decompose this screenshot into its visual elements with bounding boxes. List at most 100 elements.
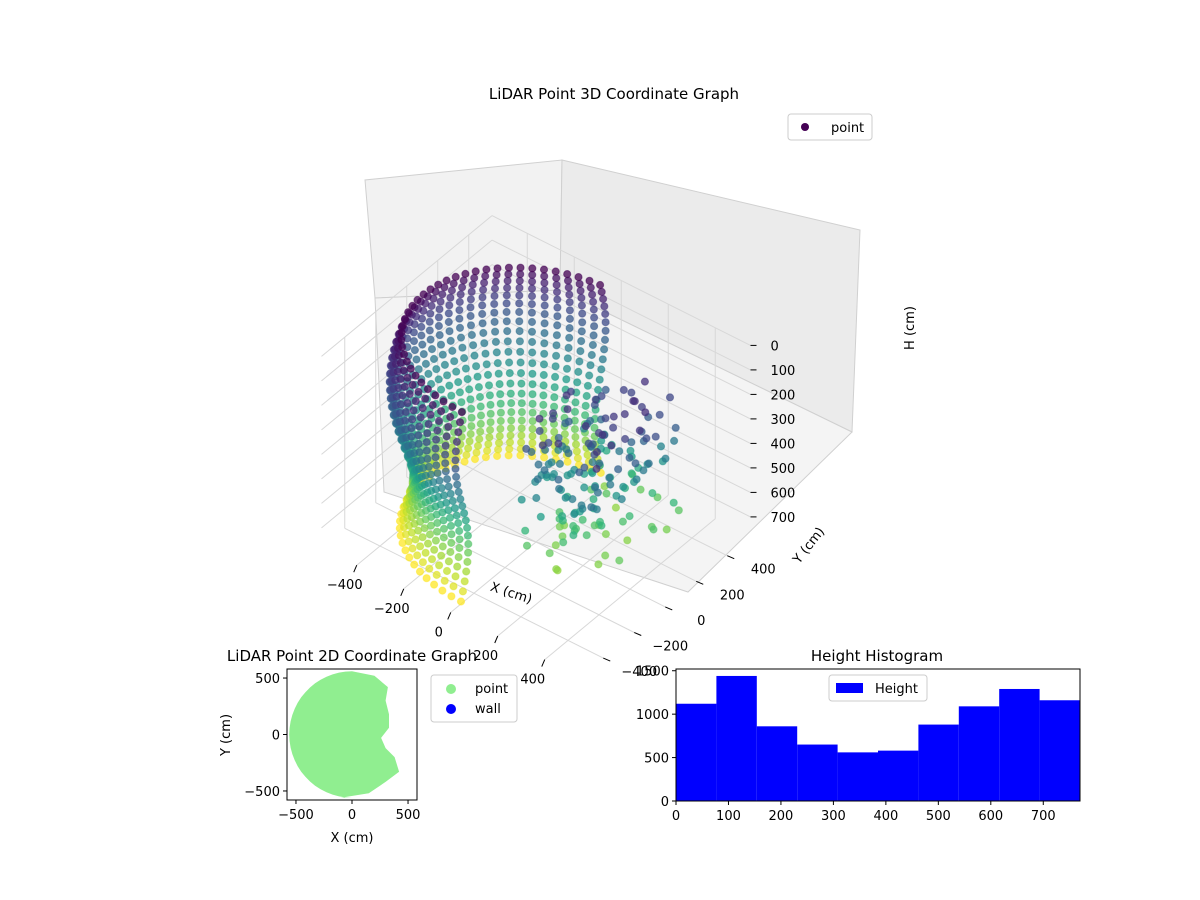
scatter3d-point <box>515 291 524 300</box>
scatter3d-point <box>447 391 456 400</box>
scatter3d-point <box>404 308 413 317</box>
scatter3d-point <box>452 511 461 520</box>
scatter3d-point <box>437 551 446 560</box>
scatter3d-point <box>515 276 524 285</box>
scatter3d-point <box>456 495 465 504</box>
scatter3d-point <box>467 413 476 422</box>
scatter3d-ytick-label: 0 <box>697 614 705 629</box>
scatter3d-point <box>515 327 524 336</box>
scatter3d-point <box>426 335 435 344</box>
scatter2d-xtick-label: −500 <box>278 808 314 823</box>
scatter3d-point <box>577 327 586 336</box>
scatter3d-point <box>570 425 580 434</box>
scatter3d-point <box>621 434 630 444</box>
scatter3d-point <box>582 531 591 540</box>
scatter3d-point <box>462 450 471 460</box>
scatter3d-point <box>445 301 454 310</box>
scatter3d-point <box>431 453 440 462</box>
scatter3d-point <box>435 331 444 340</box>
scatter3d-point <box>414 365 423 374</box>
scatter3d-ytick <box>665 606 673 611</box>
scatter3d-point <box>554 475 563 484</box>
scatter3d-point <box>565 324 574 333</box>
scatter3d-point <box>571 398 580 407</box>
scatter3d-point <box>434 321 443 331</box>
scatter3d-point <box>597 287 606 296</box>
scatter3d-point <box>552 331 562 340</box>
scatter3d-title: LiDAR Point 3D Coordinate Graph <box>489 85 739 103</box>
scatter3d-point <box>661 454 670 463</box>
scatter3d-point <box>483 446 492 455</box>
scatter3d-point <box>564 343 573 352</box>
scatter3d-point <box>540 301 549 310</box>
histogram-bar <box>797 744 838 801</box>
scatter3d-point <box>432 527 442 536</box>
scatter3d-point <box>466 303 475 312</box>
scatter3d-point <box>581 411 590 420</box>
scatter3d-point <box>455 388 464 397</box>
scatter3d-point <box>433 426 442 435</box>
scatter3d-point <box>434 313 443 322</box>
scatter3d-point <box>444 506 453 515</box>
scatter3d-point <box>655 410 664 419</box>
scatter3d-point <box>427 345 437 354</box>
scatter3d-point <box>562 391 571 400</box>
scatter3d-point <box>496 416 505 426</box>
scatter3d-point <box>619 482 628 491</box>
histogram-xtick-label: 500 <box>926 809 951 824</box>
scatter3d-xtick-label: 200 <box>473 649 498 664</box>
scatter3d-point <box>473 372 482 381</box>
scatter3d-point <box>602 489 611 498</box>
scatter3d-point <box>454 428 463 437</box>
scatter3d-ytick <box>603 657 611 662</box>
scatter3d-point <box>423 385 432 394</box>
scatter3d-ytick-label: −400 <box>621 665 657 680</box>
scatter3d-point <box>528 359 537 368</box>
scatter3d-point <box>443 371 452 380</box>
scatter3d-point <box>423 429 432 438</box>
scatter3d-point <box>632 475 641 484</box>
scatter3d-point <box>470 273 479 283</box>
scatter3d-point <box>627 388 636 397</box>
scatter3d-point <box>414 431 423 440</box>
scatter3d-point <box>454 487 463 496</box>
scatter3d-point <box>463 523 472 533</box>
scatter3d-point <box>446 489 455 498</box>
scatter3d-point <box>463 375 472 384</box>
scatter3d-point <box>491 337 500 346</box>
scatter3d-point <box>479 328 488 338</box>
scatter3d-point <box>598 355 607 364</box>
scatter3d-point <box>639 466 648 475</box>
scatter2d-xlabel: X (cm) <box>331 831 374 846</box>
scatter3d-point <box>486 425 495 435</box>
scatter3d-point <box>552 280 561 289</box>
scatter3d-point <box>648 489 657 498</box>
scatter3d-point <box>484 440 493 449</box>
scatter3d-point <box>617 495 626 504</box>
scatter3d-point <box>467 422 476 431</box>
scatter3d-ztick-label: 100 <box>771 364 796 379</box>
scatter3d-point <box>429 354 439 364</box>
scatter3d-point <box>403 373 412 382</box>
scatter3d-point <box>426 285 435 294</box>
scatter3d-point <box>490 299 499 309</box>
scatter3d-point <box>538 441 547 450</box>
scatter3d-point <box>417 331 426 340</box>
histogram-legend-swatch <box>836 683 863 693</box>
scatter3d-axes: −400 −200 0 200 400 −400 −200 0 200 400 0 100 200 300… <box>321 85 918 688</box>
scatter3d-point <box>460 354 469 363</box>
scatter3d-point <box>592 464 601 473</box>
scatter3d-point <box>447 286 456 295</box>
scatter3d-point <box>580 463 589 472</box>
scatter3d-point <box>427 555 437 564</box>
histogram-title: Height Histogram <box>811 647 943 665</box>
scatter3d-point <box>528 424 537 433</box>
scatter3d-point <box>601 530 611 539</box>
scatter3d-point <box>408 301 417 310</box>
scatter3d-point <box>527 300 537 309</box>
scatter3d-point <box>484 381 494 390</box>
scatter3d-point <box>444 482 453 491</box>
scatter3d-point <box>596 280 605 290</box>
scatter3d-point <box>601 385 610 394</box>
scatter3d-point <box>515 317 524 326</box>
